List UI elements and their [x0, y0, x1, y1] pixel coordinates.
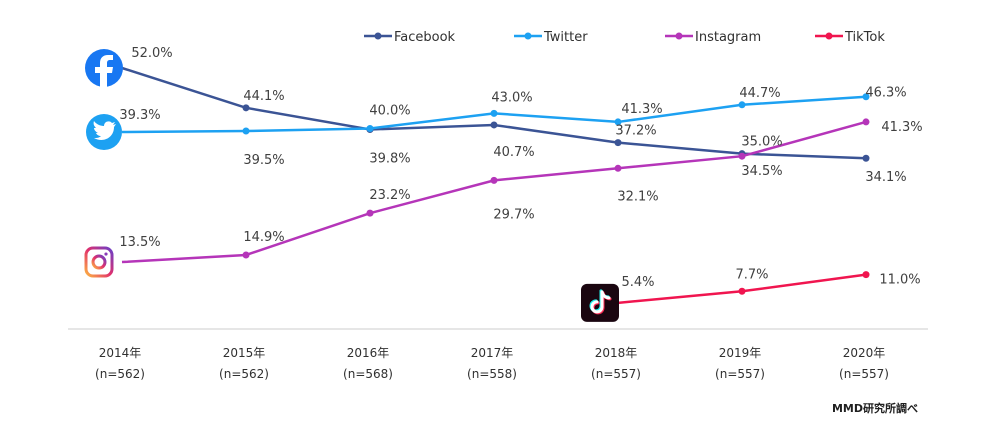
data-label-facebook: 39.8% [369, 151, 410, 166]
x-tick-sample-size: (n=568) [343, 367, 393, 381]
x-tick-label: 2014年 [99, 346, 142, 360]
instagram-icon [84, 246, 114, 278]
data-label-facebook: 37.2% [615, 124, 656, 139]
legend-item-instagram[interactable]: Instagram [665, 30, 761, 45]
data-label-facebook: 34.1% [865, 170, 906, 185]
x-tick-sample-size: (n=558) [467, 367, 517, 381]
x-tick-sample-size: (n=557) [839, 367, 889, 381]
data-point-twitter [614, 118, 622, 126]
x-tick-label: 2018年 [595, 346, 638, 360]
legend-marker-tiktok [825, 32, 833, 40]
data-label-twitter: 41.3% [621, 102, 662, 117]
data-label-tiktok: 7.7% [735, 267, 768, 282]
data-point-facebook [862, 154, 870, 162]
data-point-tiktok [738, 287, 746, 295]
data-point-instagram [738, 152, 746, 160]
data-point-twitter [242, 127, 250, 135]
data-label-facebook: 40.7% [493, 145, 534, 160]
data-label-instagram: 23.2% [369, 188, 410, 203]
data-point-twitter [366, 124, 374, 132]
data-label-twitter: 40.0% [369, 103, 410, 118]
data-point-twitter [490, 109, 498, 117]
data-label-instagram: 34.5% [741, 164, 782, 179]
legend-label-facebook: Facebook [394, 30, 456, 45]
data-point-instagram [862, 118, 870, 126]
data-point-instagram [242, 251, 250, 259]
legend-label-twitter: Twitter [543, 30, 588, 45]
data-label-twitter: 39.5% [243, 153, 284, 168]
data-label-instagram: 14.9% [243, 230, 284, 245]
x-tick-sample-size: (n=562) [219, 367, 269, 381]
data-point-tiktok [862, 271, 870, 279]
data-label-instagram: 13.5% [119, 235, 160, 250]
data-label-twitter: 43.0% [491, 90, 532, 105]
x-tick-sample-size: (n=557) [715, 367, 765, 381]
data-point-facebook [242, 104, 250, 112]
data-label-twitter: 46.3% [865, 86, 906, 101]
legend-marker-instagram [675, 32, 683, 40]
x-tick-sample-size: (n=557) [591, 367, 641, 381]
data-point-instagram [366, 209, 374, 217]
x-tick-label: 2017年 [471, 346, 514, 360]
x-tick-label: 2019年 [719, 346, 762, 360]
data-label-facebook: 44.1% [243, 89, 284, 104]
data-label-tiktok: 5.4% [621, 275, 654, 290]
tiktok-icon [581, 283, 619, 322]
data-point-instagram [490, 176, 498, 184]
data-point-instagram [614, 164, 622, 172]
x-tick-sample-size: (n=562) [95, 367, 145, 381]
x-tick-label: 2020年 [843, 346, 886, 360]
data-point-facebook [614, 139, 622, 147]
data-label-facebook: 35.0% [741, 135, 782, 150]
data-label-instagram: 32.1% [617, 189, 658, 204]
data-point-twitter [862, 93, 870, 101]
data-label-twitter: 44.7% [739, 86, 780, 101]
x-tick-label: 2015年 [223, 346, 266, 360]
source-note: MMD研究所調べ [832, 401, 918, 415]
twitter-icon [86, 114, 122, 151]
legend-item-twitter[interactable]: Twitter [514, 30, 588, 45]
data-label-instagram: 29.7% [493, 207, 534, 222]
data-label-tiktok: 11.0% [879, 273, 920, 288]
legend-item-facebook[interactable]: Facebook [364, 30, 456, 45]
legend-label-instagram: Instagram [695, 30, 761, 45]
facebook-icon [85, 49, 123, 87]
legend-label-tiktok: TikTok [844, 30, 885, 45]
legend-marker-facebook [374, 32, 382, 40]
x-tick-label: 2016年 [347, 346, 390, 360]
legend-marker-twitter [524, 32, 532, 40]
data-label-facebook: 52.0% [131, 46, 172, 61]
legend: Facebook Twitter Instagram TikTok [364, 30, 885, 45]
legend-item-tiktok[interactable]: TikTok [815, 30, 885, 45]
data-point-facebook [490, 121, 498, 129]
data-label-instagram: 41.3% [881, 120, 922, 135]
data-point-twitter [738, 101, 746, 109]
data-label-twitter: 39.3% [119, 108, 160, 123]
